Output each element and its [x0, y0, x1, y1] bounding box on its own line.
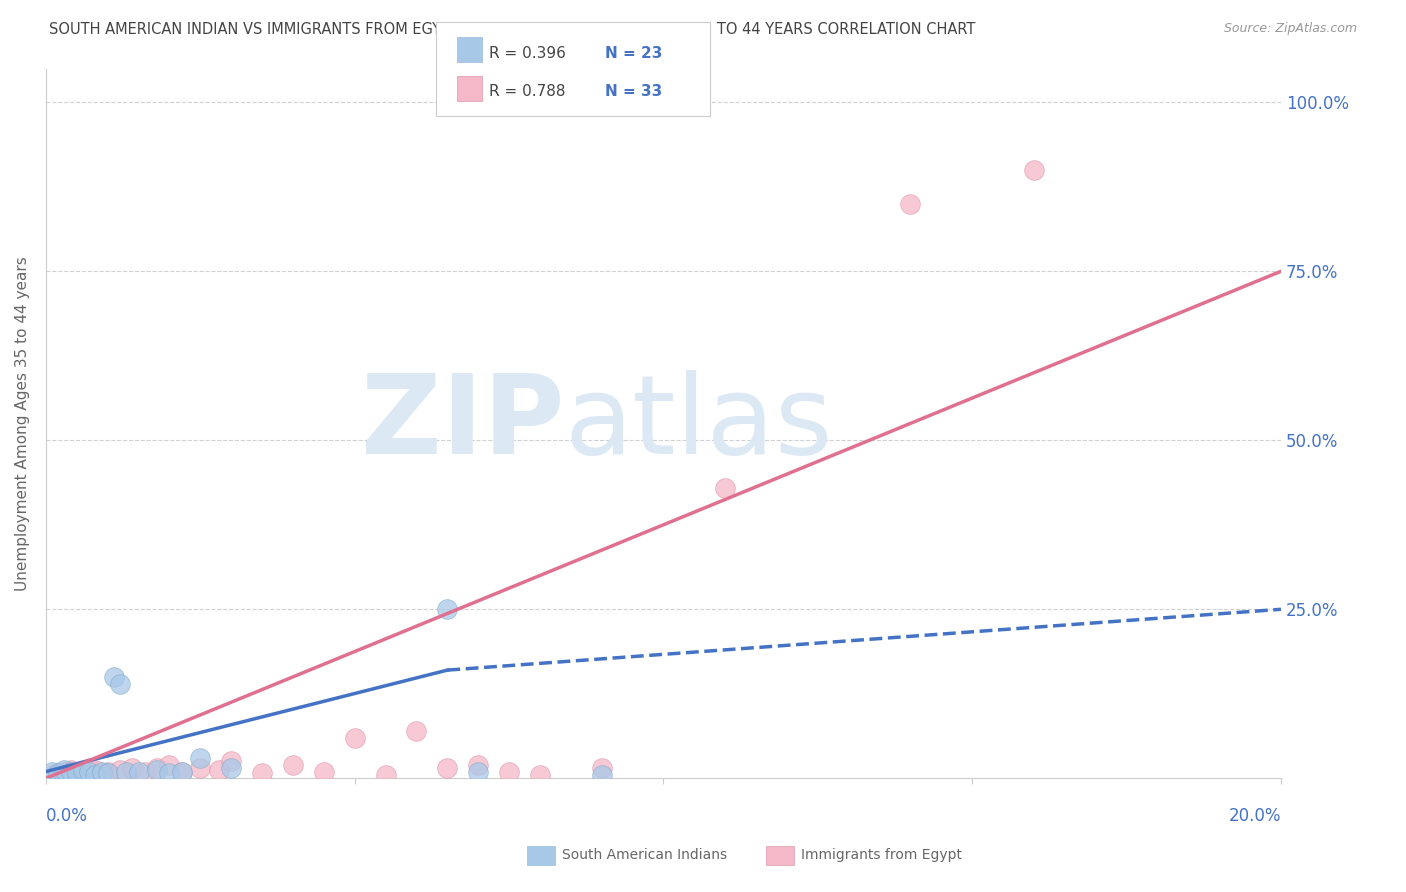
Text: 20.0%: 20.0%: [1229, 807, 1281, 825]
Point: [84, 763, 107, 777]
Point: [53, 768, 76, 782]
Point: [900, 196, 922, 211]
Point: [146, 763, 169, 777]
Point: [1022, 162, 1045, 177]
Text: R = 0.396: R = 0.396: [489, 46, 567, 61]
Point: [146, 761, 169, 775]
Point: [41, 764, 63, 779]
Point: [498, 764, 520, 779]
Point: [77, 761, 100, 775]
Point: [103, 670, 125, 684]
Point: [108, 676, 131, 690]
Point: [53, 764, 76, 779]
Point: [170, 764, 193, 779]
Point: [59, 764, 82, 779]
Point: [46, 765, 69, 780]
Point: [66, 765, 89, 780]
Point: [97, 764, 120, 779]
Point: [90, 764, 112, 779]
Point: [97, 765, 120, 780]
Point: [41, 768, 63, 782]
Point: [66, 765, 89, 780]
Point: [170, 764, 193, 779]
Point: [281, 757, 304, 772]
Point: [46, 765, 69, 780]
Point: [714, 481, 737, 495]
Point: [405, 723, 427, 738]
Point: [219, 761, 242, 775]
Point: [343, 731, 366, 745]
Point: [312, 764, 335, 779]
Point: [77, 764, 100, 779]
Point: [436, 761, 458, 775]
Point: [134, 764, 156, 779]
Text: 0.0%: 0.0%: [46, 807, 87, 825]
Text: Immigrants from Egypt: Immigrants from Egypt: [801, 848, 963, 863]
Point: [72, 763, 94, 777]
Point: [53, 763, 76, 777]
Text: N = 23: N = 23: [605, 46, 662, 61]
Text: atlas: atlas: [565, 370, 834, 477]
Point: [591, 761, 613, 775]
Point: [591, 768, 613, 782]
Point: [90, 765, 112, 780]
Text: ZIP: ZIP: [361, 370, 565, 477]
Text: R = 0.788: R = 0.788: [489, 85, 565, 99]
Point: [108, 763, 131, 777]
Point: [128, 764, 150, 779]
Point: [219, 755, 242, 769]
Point: [374, 768, 396, 782]
Point: [115, 764, 138, 779]
Point: [188, 761, 211, 775]
Point: [159, 757, 181, 772]
Text: N = 33: N = 33: [605, 85, 662, 99]
Point: [467, 764, 489, 779]
Point: [84, 768, 107, 782]
Point: [59, 763, 82, 777]
Point: [529, 768, 551, 782]
Y-axis label: Unemployment Among Ages 35 to 44 years: Unemployment Among Ages 35 to 44 years: [15, 256, 30, 591]
Point: [188, 751, 211, 765]
Point: [467, 757, 489, 772]
Point: [121, 761, 143, 775]
Point: [250, 765, 273, 780]
Point: [72, 764, 94, 779]
Text: South American Indians: South American Indians: [562, 848, 727, 863]
Point: [159, 765, 181, 780]
Point: [208, 763, 231, 777]
Text: SOUTH AMERICAN INDIAN VS IMMIGRANTS FROM EGYPT UNEMPLOYMENT AMONG AGES 35 TO 44 : SOUTH AMERICAN INDIAN VS IMMIGRANTS FROM…: [49, 22, 976, 37]
Point: [436, 602, 458, 616]
Text: Source: ZipAtlas.com: Source: ZipAtlas.com: [1223, 22, 1357, 36]
